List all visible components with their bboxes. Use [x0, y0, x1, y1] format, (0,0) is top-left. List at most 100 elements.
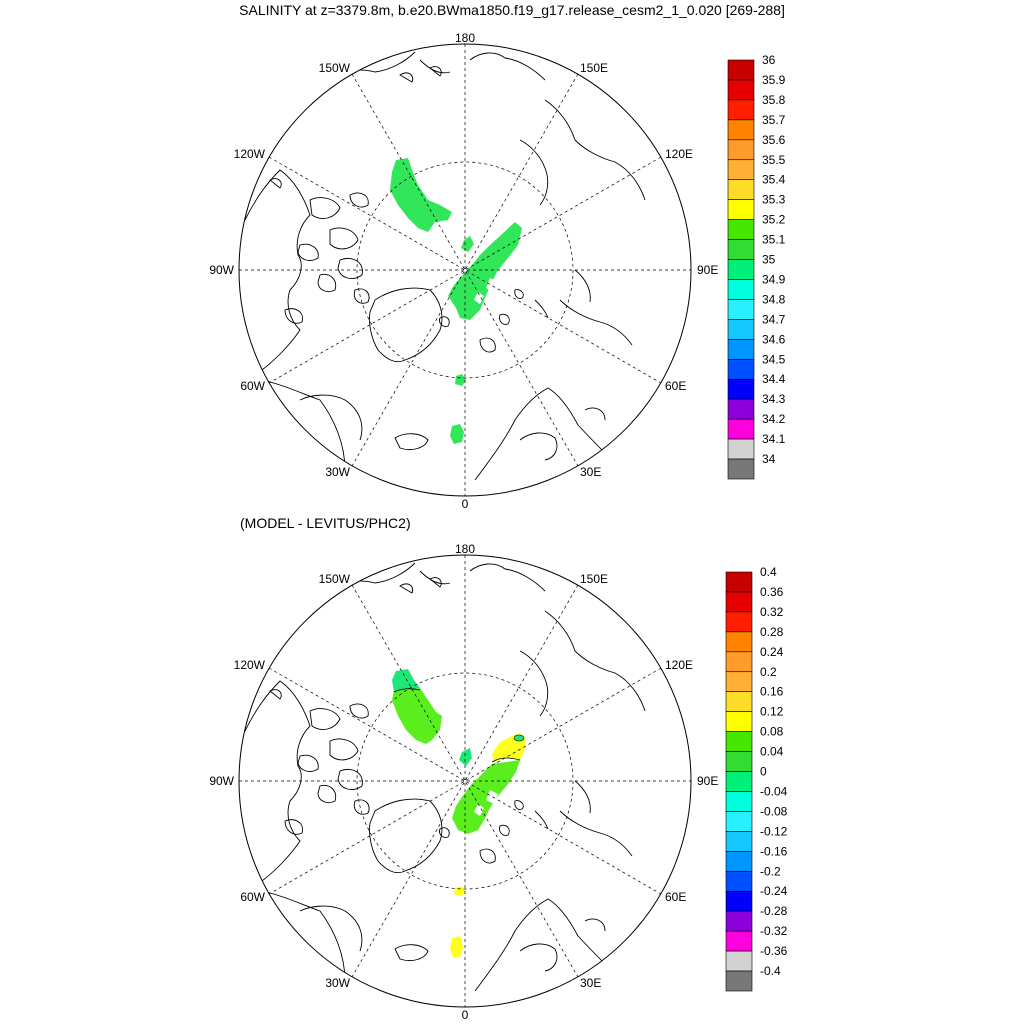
region-canada-basin-green: [392, 688, 442, 744]
lon-label-60w: 60W: [240, 379, 265, 393]
lon-label-60e: 60E: [665, 890, 686, 904]
colorbar-tick-label: 34.1: [762, 432, 786, 446]
colorbar-swatch: [727, 358, 755, 380]
colorbar-swatch: [727, 438, 755, 460]
lon-label-90w: 90W: [209, 774, 234, 788]
lon-label-30w: 30W: [325, 976, 350, 990]
longitude-labels: 180 0 90W 90E 150W 120W 150E 120E 60W 30…: [209, 542, 718, 1022]
colorbar-tick-label: -0.08: [760, 804, 788, 818]
colorbar-swatch: [725, 950, 753, 972]
colorbar-tick-label: 0.4: [760, 565, 777, 579]
lon-label-90e: 90E: [697, 774, 718, 788]
colorbar-swatch: [725, 831, 753, 852]
colorbar-tick-label: -0.16: [760, 844, 788, 858]
colorbar-tick-label: -0.24: [760, 884, 788, 898]
colorbar-tick-label: 34.6: [762, 332, 786, 346]
lon-label-150w: 150W: [319, 572, 351, 586]
colorbar-tick-label: 34.2: [762, 412, 786, 426]
colorbar-swatch: [725, 691, 753, 712]
lon-label-150e: 150E: [580, 572, 608, 586]
region-fram-strait: [454, 886, 466, 896]
region-eurasian-basin: [448, 222, 522, 320]
colorbar-tick-label: -0.28: [760, 904, 788, 918]
colorbar-swatch: [727, 339, 755, 360]
lon-label-60w: 60W: [240, 890, 265, 904]
region-canada-basin-cyan: [392, 669, 420, 692]
colorbar-swatch: [725, 811, 753, 832]
colorbar-tick-label: 0.16: [760, 685, 784, 699]
colorbar-tick-label: -0.12: [760, 824, 788, 838]
colorbar-swatch: [727, 378, 755, 400]
colorbar-tick-label: -0.2: [760, 864, 781, 878]
difference-title: (MODEL - LEVITUS/PHC2): [240, 515, 411, 531]
colorbar-swatch: [725, 930, 753, 952]
region-norwegian-sea: [450, 424, 464, 444]
colorbar-tick-label: 0: [760, 765, 767, 779]
colorbar-tick-label: 0.28: [760, 625, 784, 639]
region-norwegian-sea: [450, 936, 463, 958]
difference-map-panel: 180 0 90W 90E 150W 120W 150E 120E 60W 30…: [209, 542, 787, 1022]
colorbar-swatch: [727, 119, 755, 141]
region-eurasian-basin-green: [452, 760, 520, 834]
colorbar-tick-label: 35.1: [762, 233, 786, 247]
lon-label-120e: 120E: [665, 147, 693, 161]
coastlines: [244, 562, 646, 992]
colorbar-tick-label: 0.12: [760, 705, 784, 719]
colorbar-tick-label: 35.9: [762, 73, 786, 87]
colorbar-tick-label: 35.6: [762, 133, 786, 147]
colorbar-tick-label: 0.32: [760, 605, 784, 619]
salinity-colorbar: 36 35.9 35.8 35.7 35.6 35.5 35.4 35.3 35.2 35.1 35…: [727, 53, 786, 480]
colorbar-swatch: [727, 139, 755, 161]
difference-filled-contours: [392, 669, 526, 958]
colorbar-swatch: [727, 319, 755, 340]
region-fram-strait: [455, 374, 466, 386]
colorbar-swatch: [725, 571, 753, 593]
colorbar-swatch: [725, 631, 753, 653]
map-boundary: [238, 43, 692, 497]
lon-label-60e: 60E: [665, 379, 686, 393]
colorbar-tick-label: 0.2: [760, 665, 777, 679]
map-boundary: [238, 554, 692, 1008]
colorbar-swatch: [727, 159, 755, 181]
salinity-map-panel: 180 0 90W 90E 150W 120W 150E 120E 60W 30…: [209, 31, 785, 511]
colorbar-swatch: [725, 751, 753, 772]
lon-label-90w: 90W: [209, 263, 234, 277]
colorbar-tick-label: 35.8: [762, 93, 786, 107]
lon-label-0: 0: [462, 497, 469, 511]
colorbar-swatch: [725, 651, 753, 673]
colorbar-tick-label: 35.3: [762, 193, 786, 207]
colorbar-swatch: [725, 970, 753, 992]
lon-label-150e: 150E: [580, 61, 608, 75]
colorbar-tick-label: 34.4: [762, 372, 786, 386]
colorbar-swatch: [727, 199, 755, 220]
colorbar-tick-label: 35.7: [762, 113, 786, 127]
colorbar-swatch: [727, 99, 755, 121]
difference-colorbar: 0.4 0.36 0.32 0.28 0.24 0.2 0.16 0.12 0.08 0.04 0 -…: [725, 565, 788, 992]
graticule: [239, 555, 691, 1007]
graticule: [239, 44, 691, 496]
lon-label-0: 0: [462, 1008, 469, 1022]
colorbar-swatch: [725, 890, 753, 912]
colorbar-tick-label: 34.9: [762, 272, 786, 286]
colorbar-tick-label: 34.3: [762, 392, 786, 406]
colorbar-tick-label: -0.4: [760, 964, 781, 978]
colorbar-tick-label: 35.5: [762, 153, 786, 167]
colorbar-swatch: [725, 611, 753, 633]
lon-label-150w: 150W: [319, 61, 351, 75]
colorbar-tick-label: 34: [762, 452, 776, 466]
colorbar-swatch: [725, 851, 753, 872]
colorbar-tick-label: 0.08: [760, 725, 784, 739]
colorbar-tick-label: 34.7: [762, 312, 786, 326]
lon-label-30e: 30E: [580, 976, 601, 990]
colorbar-swatch: [727, 219, 755, 240]
colorbar-swatch: [725, 791, 753, 812]
lon-label-120w: 120W: [234, 147, 266, 161]
longitude-labels: 180 0 90W 90E 150W 120W 150E 120E 60W 30…: [209, 31, 718, 511]
salinity-filled-contours: [390, 158, 522, 444]
colorbar-swatch: [727, 79, 755, 101]
colorbar-tick-label: 36: [762, 53, 776, 67]
colorbar-swatch: [725, 910, 753, 932]
colorbar-tick-label: 35.4: [762, 173, 786, 187]
colorbar-swatch: [727, 299, 755, 320]
